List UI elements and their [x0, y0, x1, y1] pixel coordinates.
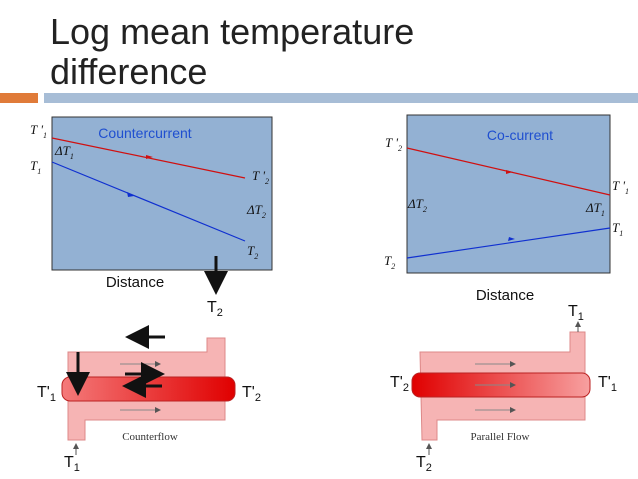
label-symbol: T' — [37, 384, 50, 401]
label-symbol: T — [568, 303, 578, 320]
label-subscript: 2 — [265, 177, 269, 186]
label-subscript: 2 — [255, 392, 261, 404]
cold-line — [406, 227, 611, 259]
caption: Counterflow — [122, 431, 178, 443]
label-symbol: ΔT — [585, 200, 602, 215]
label-symbol: T — [416, 454, 426, 471]
axis-label: Distance — [106, 274, 164, 291]
label: T '2 — [385, 135, 402, 153]
label-symbol: ΔT — [246, 202, 263, 217]
label: T2 — [384, 253, 395, 271]
parallel-exchanger — [411, 321, 591, 455]
label: T1 — [612, 220, 623, 238]
label-subscript: 1 — [619, 229, 623, 238]
arrow — [506, 170, 513, 174]
label: ΔT1 — [54, 143, 74, 161]
label-symbol: T ' — [30, 122, 43, 137]
label-symbol: T — [612, 220, 620, 235]
label-symbol: T' — [242, 384, 255, 401]
chart-area — [51, 116, 273, 271]
label-subscript: 2 — [403, 382, 409, 394]
label-symbol: T ' — [612, 178, 625, 193]
counterflow-exchanger — [61, 256, 236, 455]
label-symbol: ΔT — [407, 196, 424, 211]
axis-label: Distance — [476, 287, 534, 304]
label-subscript: 1 — [601, 209, 605, 218]
label-symbol: ΔT — [54, 143, 71, 158]
accent-bar — [0, 93, 38, 103]
label-subscript: 1 — [50, 392, 56, 404]
label: ΔT2 — [246, 202, 266, 220]
label-subscript: 2 — [426, 462, 432, 474]
label: T2 — [416, 454, 432, 474]
label-symbol: T' — [598, 374, 611, 391]
title-line: difference — [50, 51, 207, 92]
label: T1 — [64, 454, 80, 474]
label: T2 — [207, 299, 223, 319]
label-symbol: T — [247, 243, 255, 258]
label-symbol: T — [384, 253, 392, 268]
label: ΔT1 — [585, 200, 605, 218]
label-subscript: 2 — [398, 144, 402, 153]
label-subscript: 1 — [625, 187, 629, 196]
label: T'2 — [242, 384, 261, 404]
label-subscript: 1 — [74, 462, 80, 474]
arrow — [127, 192, 134, 197]
caption: Parallel Flow — [471, 431, 530, 443]
label-subscript: 2 — [262, 211, 266, 220]
label: T'2 — [390, 374, 409, 394]
label-symbol: T ' — [252, 168, 265, 183]
label-symbol: T — [207, 299, 217, 316]
label: T '2 — [252, 168, 269, 186]
label-symbol: T' — [390, 374, 403, 391]
label-subscript: 1 — [37, 167, 41, 176]
title-line: Log mean temperature — [50, 11, 414, 52]
arrow — [508, 237, 515, 241]
label-subscript: 2 — [254, 252, 258, 261]
label: T '1 — [30, 122, 47, 140]
label-subscript: 2 — [391, 262, 395, 271]
label: T'1 — [37, 384, 56, 404]
cold-line — [51, 161, 246, 242]
label-symbol: T ' — [385, 135, 398, 150]
chart-area — [406, 114, 611, 274]
label-symbol: T — [64, 454, 74, 471]
label-symbol: T — [30, 158, 38, 173]
label-subscript: 1 — [43, 131, 47, 140]
label-subscript: 1 — [578, 311, 584, 323]
label: T '1 — [612, 178, 629, 196]
chart-label: Countercurrent — [98, 125, 191, 141]
label-subscript: 2 — [217, 307, 223, 319]
label: T1 — [568, 303, 584, 323]
label: T1 — [30, 158, 41, 176]
rule-bar — [44, 93, 638, 103]
label-subscript: 1 — [611, 382, 617, 394]
label-subscript: 1 — [70, 152, 74, 161]
label: T2 — [247, 243, 258, 261]
label-subscript: 2 — [423, 205, 427, 214]
label: ΔT2 — [407, 196, 427, 214]
chart-label: Co-current — [487, 127, 553, 143]
arrow — [146, 155, 153, 159]
label: T'1 — [598, 374, 617, 394]
